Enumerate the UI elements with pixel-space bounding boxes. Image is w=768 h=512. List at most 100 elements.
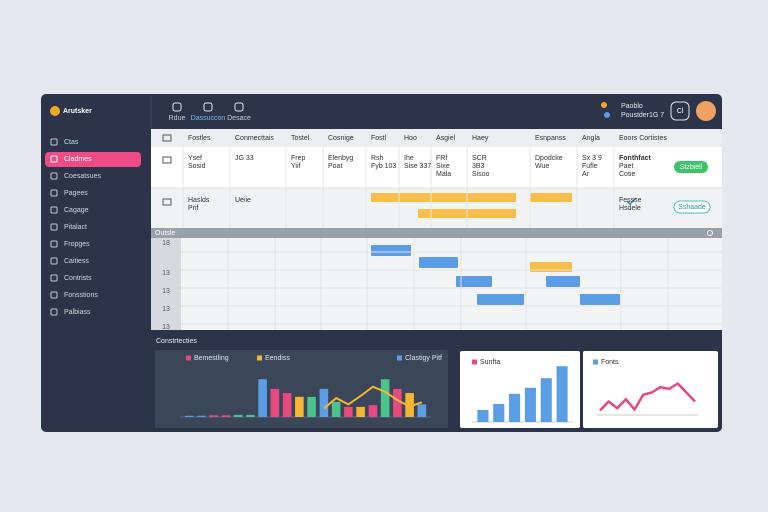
table-header: Asgiel xyxy=(436,135,456,142)
table-cell: Poat xyxy=(328,163,342,170)
gantt-bar xyxy=(371,245,411,256)
status-dot xyxy=(601,102,607,108)
table-cell: Ysef xyxy=(188,155,202,162)
check-icon xyxy=(626,197,637,206)
toolbar-icon[interactable] xyxy=(172,102,182,112)
legend-swatch xyxy=(257,355,262,361)
table-cell: SCR xyxy=(472,155,487,162)
gantt-row-label: 13 xyxy=(162,270,170,277)
avatar xyxy=(696,101,716,121)
legend-label: Bemestling xyxy=(194,355,229,362)
gantt-row-label: 18 xyxy=(162,240,170,247)
legend-label: Sunfta xyxy=(480,359,500,366)
legend-swatch xyxy=(472,359,477,365)
sidebar-icon[interactable] xyxy=(50,155,58,163)
sidebar-item[interactable]: Ctas xyxy=(64,139,79,146)
gantt-panel xyxy=(151,228,722,330)
bar xyxy=(417,404,427,417)
table-cell: Sx 3 9 xyxy=(582,155,602,162)
table-cell: Cotie xyxy=(619,171,635,178)
user-detail: Poustder1G 7 xyxy=(621,112,664,119)
brand: Arutsker xyxy=(63,108,92,115)
table-cell: 3B3 xyxy=(472,163,485,170)
sidebar-item[interactable]: Palbiass xyxy=(64,309,91,316)
bar xyxy=(344,406,353,417)
table-cell: Dpodcke xyxy=(535,155,563,162)
sidebar-item[interactable]: Coesatsues xyxy=(64,173,101,180)
sidebar-icon[interactable] xyxy=(50,189,58,197)
sidebar-icon[interactable] xyxy=(50,257,58,265)
toolbar-label[interactable]: Rdue xyxy=(169,115,186,122)
sidebar-item[interactable]: Caitiess xyxy=(64,258,89,265)
sidebar-icon[interactable] xyxy=(50,223,58,231)
sidebar-icon[interactable] xyxy=(50,291,58,299)
button-label[interactable]: Sshaade xyxy=(678,204,706,211)
toolbar-label[interactable]: Desace xyxy=(227,115,251,122)
legend-label: Clastigy Pitf xyxy=(405,355,442,362)
bar xyxy=(356,406,365,417)
table-cell: FRf xyxy=(436,155,447,162)
toolbar-icon[interactable] xyxy=(203,102,213,112)
sidebar-item[interactable]: Fropges xyxy=(64,241,90,248)
legend-label: Fonts xyxy=(601,359,619,366)
line xyxy=(323,385,423,410)
sidebar-icon[interactable] xyxy=(50,274,58,282)
button-bg[interactable] xyxy=(674,161,708,173)
toolbar-icon[interactable] xyxy=(234,102,244,112)
badge-frame xyxy=(670,101,690,121)
sidebar-item[interactable]: Cladmes xyxy=(64,156,92,163)
table-cell: Yiif xyxy=(291,163,301,170)
table-header: Fostles xyxy=(188,135,211,142)
bar xyxy=(331,401,341,417)
bar xyxy=(380,379,390,417)
button-bg[interactable] xyxy=(673,200,711,214)
table-cell: Fessse xyxy=(619,197,642,204)
gantt-title: Outsle xyxy=(155,230,175,237)
table-cell: Ueiie xyxy=(235,197,251,204)
table-cell: Rsh xyxy=(371,155,384,162)
sidebar-item[interactable]: Contrists xyxy=(64,275,92,282)
bar xyxy=(209,415,218,417)
button-label[interactable]: Stzbiell xyxy=(680,164,703,171)
bar xyxy=(319,388,329,417)
bar xyxy=(393,388,402,417)
bar xyxy=(184,415,194,417)
bar xyxy=(233,414,243,417)
sidebar-item[interactable]: Pitalact xyxy=(64,224,87,231)
gantt-row-label: 13 xyxy=(162,288,170,295)
gantt-bar xyxy=(580,294,620,305)
table-cell: Fufle xyxy=(582,163,598,170)
sidebar-item[interactable]: Cagage xyxy=(64,207,89,214)
sidebar-item[interactable]: Fonsstions xyxy=(64,292,98,299)
gantt-bar xyxy=(371,193,516,202)
bar xyxy=(197,415,206,417)
table-cell: Sosid xyxy=(188,163,206,170)
sidebar-item[interactable]: Pagees xyxy=(64,190,88,197)
legend-swatch xyxy=(186,355,191,361)
gantt-bar xyxy=(546,276,580,287)
bar xyxy=(282,393,292,417)
status-dot xyxy=(604,112,610,118)
bar xyxy=(493,404,505,422)
table-cell: Frep xyxy=(291,155,306,162)
sidebar-icon[interactable] xyxy=(50,206,58,214)
user-badge: Cl xyxy=(677,108,684,115)
legend-swatch xyxy=(397,355,402,361)
toolbar-label[interactable]: Dassuccon xyxy=(191,115,226,122)
sidebar-icon[interactable] xyxy=(50,308,58,316)
gantt-close[interactable] xyxy=(707,230,713,236)
table-cell: Ar xyxy=(582,171,590,178)
sidebar-icon[interactable] xyxy=(50,240,58,248)
gantt-row-label: 13 xyxy=(162,324,170,331)
bar xyxy=(477,410,489,422)
sidebar-icon[interactable] xyxy=(50,172,58,180)
table-header: Cosnige xyxy=(328,135,354,142)
row-icon xyxy=(162,156,172,164)
table-cell: Sisoo xyxy=(472,171,490,178)
bar xyxy=(524,387,536,422)
active-highlight xyxy=(45,152,141,167)
sidebar-icon[interactable] xyxy=(50,138,58,146)
legend-label: Eendiss xyxy=(265,355,290,362)
gantt-label-column xyxy=(151,238,181,330)
bar xyxy=(221,415,231,417)
